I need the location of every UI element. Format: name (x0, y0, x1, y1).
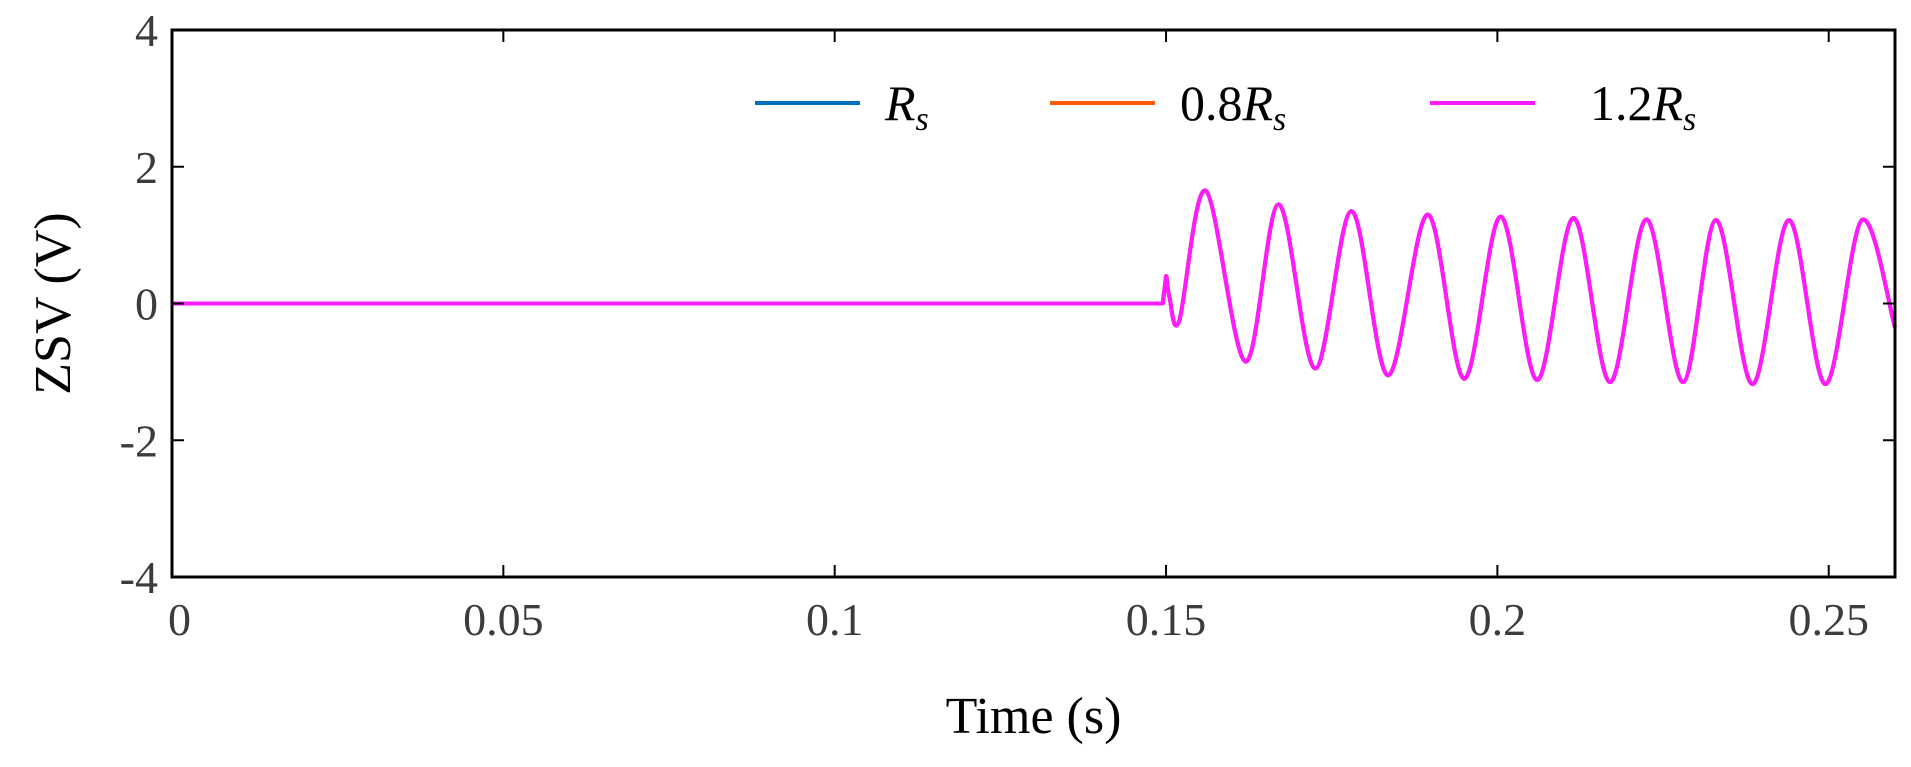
y-tick-label: 0 (135, 279, 158, 330)
x-axis-label: Time (s) (946, 688, 1122, 745)
x-tick-label: 0.2 (1469, 594, 1527, 645)
legend-label-1: Rs (884, 75, 929, 138)
x-tick-label: 0 (168, 594, 191, 645)
y-axis-label: ZSV (V) (25, 212, 82, 394)
legend-label-2: 0.8Rs (1180, 75, 1286, 138)
x-tick-label: 0.15 (1126, 594, 1207, 645)
legend: Rs 0.8Rs 1.2Rs (755, 75, 1696, 138)
x-tick-label: 0.1 (806, 594, 864, 645)
x-tick-label: 0.05 (463, 594, 544, 645)
y-tick-label: 4 (135, 5, 158, 56)
series-line-2 (172, 188, 1897, 387)
x-tick-label: 0.25 (1788, 594, 1869, 645)
plot-frame (170, 28, 1897, 579)
legend-label-3: 1.2Rs (1590, 75, 1696, 138)
y-tick-label: -2 (120, 415, 158, 466)
series-line-3 (172, 188, 1897, 387)
series-line-1 (172, 188, 1897, 387)
ticks-layer: 0 0.05 0.1 0.15 0.2 0.25 -4 -2 0 2 4 (120, 5, 1895, 645)
series-layer (172, 188, 1897, 387)
y-tick-label: 2 (135, 142, 158, 193)
y-tick-label: -4 (120, 552, 158, 603)
